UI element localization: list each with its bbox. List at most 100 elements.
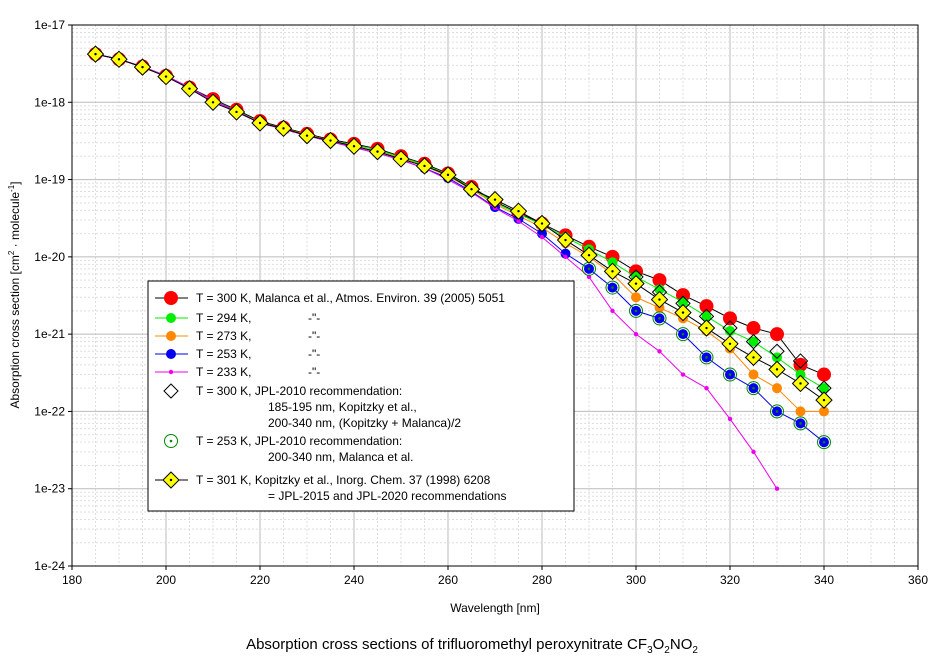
y-tick-label: 1e-23 <box>34 482 65 496</box>
y-tick-label: 1e-17 <box>34 18 65 32</box>
y-axis-label-end: ] <box>8 181 22 184</box>
data-point <box>819 406 829 417</box>
legend-text: 185-195 nm, Kopitzky et al., <box>268 400 417 414</box>
x-tick-label: 320 <box>720 573 740 587</box>
legend-marker <box>166 349 176 359</box>
y-tick-label: 1e-20 <box>34 250 65 264</box>
data-point-center <box>658 317 661 320</box>
plot-frame <box>71 24 919 567</box>
legend-marker <box>166 331 176 341</box>
data-point-center <box>423 164 426 168</box>
x-tick-label: 280 <box>532 573 552 587</box>
data-point-center <box>493 198 497 201</box>
legend-text: T = 301 K, Kopitzky et al., Inorg. Chem.… <box>196 473 491 487</box>
legend: T = 300 K, Malanca et al., Atmos. Enviro… <box>147 280 575 512</box>
data-point <box>652 273 667 288</box>
data-point <box>793 416 808 431</box>
data-point <box>676 327 690 342</box>
y-tick-label: 1e-22 <box>34 404 65 418</box>
x-tick-label: 340 <box>814 573 834 587</box>
data-point <box>654 284 665 295</box>
data-point <box>793 357 808 372</box>
data-point-center <box>564 238 567 242</box>
legend-item-5: T = 300 K, JPL-2010 recommendation: 185-1… <box>163 383 461 430</box>
data-point-center <box>117 58 121 61</box>
data-point-center <box>752 386 755 390</box>
data-point <box>727 416 733 422</box>
legend-item-4: T = 233 K, -"- <box>155 365 320 379</box>
figure-caption: Absorption cross sections of trifluorome… <box>0 636 944 656</box>
data-point <box>817 367 831 382</box>
data-point <box>516 218 521 224</box>
data-point-center <box>399 157 403 161</box>
data-point <box>722 320 738 336</box>
data-point <box>745 333 762 350</box>
data-point-center <box>352 145 356 148</box>
legend-text: T = 233 K, <box>196 365 251 379</box>
legend-item-7: T = 301 K, Kopitzky et al., Inorg. Chem.… <box>155 471 506 503</box>
legend-text: T = 294 K, <box>196 311 251 325</box>
data-point <box>792 353 809 369</box>
legend-text: = JPL-2015 and JPL-2020 recommendations <box>268 489 506 503</box>
legend-item-2: T = 273 K, -"- <box>155 329 320 343</box>
caption-sub1: 3 <box>647 645 653 656</box>
data-point-center <box>540 222 544 225</box>
data-point <box>819 383 829 394</box>
data-point-center <box>775 410 779 413</box>
data-point-center <box>705 356 708 359</box>
legend-text: -"- <box>308 329 320 343</box>
data-point <box>586 274 592 280</box>
legend-text: -"- <box>308 365 320 379</box>
data-point <box>605 280 620 295</box>
data-point-center <box>188 87 191 90</box>
data-point <box>817 435 831 450</box>
data-point-center <box>728 373 732 376</box>
data-point-center <box>376 150 379 153</box>
legend-text: T = 253 K, <box>196 347 251 361</box>
data-point-center <box>681 311 685 314</box>
data-point <box>774 486 780 491</box>
data-point <box>652 311 667 326</box>
data-point-center <box>634 282 638 285</box>
tick-labels: 180 200 220 240 260 280 300 320 340 360 1e-17 1e-18… <box>34 18 928 587</box>
x-tick-label: 260 <box>438 573 458 587</box>
data-point <box>631 292 641 303</box>
data-point-center <box>141 65 144 69</box>
caption-sub2: 2 <box>664 645 670 656</box>
legend-marker-center <box>169 439 173 443</box>
x-axis-label: Wavelength [nm] <box>450 601 540 615</box>
data-point <box>633 331 639 337</box>
series-7 <box>86 45 833 409</box>
legend-text: 200-340 nm, (Kopitzky + Malanca)/2 <box>268 416 461 430</box>
x-tick-label: 200 <box>156 573 176 587</box>
data-point-center <box>211 101 215 104</box>
data-point <box>610 308 615 314</box>
caption-sub3: 2 <box>692 645 698 656</box>
data-point-center <box>94 52 97 56</box>
y-axis-label: Absorption cross section [cm2 · molecule… <box>7 181 22 408</box>
data-point-center <box>587 254 591 257</box>
data-point <box>560 248 571 259</box>
y-tick-label: 1e-18 <box>34 95 65 109</box>
data-point <box>748 336 759 347</box>
data-point <box>746 321 761 336</box>
data-point <box>563 254 568 260</box>
caption-mid1: O <box>652 636 665 653</box>
data-point <box>751 449 756 455</box>
series-group <box>86 45 833 491</box>
data-point <box>795 406 806 417</box>
legend-text: T = 300 K, JPL-2010 recommendation: <box>196 384 402 398</box>
data-point-center <box>775 368 779 371</box>
legend-box <box>147 280 575 512</box>
data-point <box>770 404 784 419</box>
data-point <box>772 383 782 394</box>
caption-mid2: NO <box>669 636 693 653</box>
data-point <box>772 352 782 363</box>
data-point-center <box>258 121 262 125</box>
data-point-center <box>822 440 826 444</box>
data-point-center <box>799 382 802 385</box>
data-point-center <box>235 110 238 114</box>
data-point <box>701 311 712 322</box>
data-point-center <box>611 286 614 289</box>
data-point <box>725 325 735 336</box>
